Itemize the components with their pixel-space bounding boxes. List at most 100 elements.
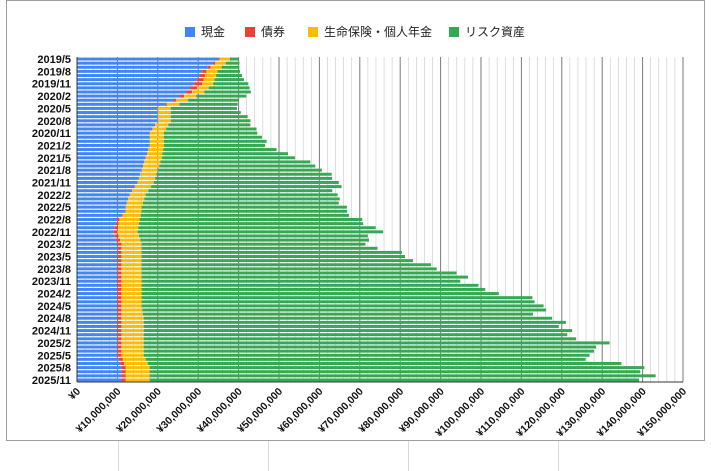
bond-bar xyxy=(117,353,122,357)
risk-asset-bar xyxy=(142,308,547,312)
bond-bar xyxy=(113,230,118,234)
y-tick-label: 2025/8 xyxy=(37,363,71,375)
legend-label: 債券 xyxy=(261,24,285,39)
y-tick-label: 2020/2 xyxy=(37,91,71,103)
cash-bar xyxy=(77,324,118,328)
cash-bar xyxy=(77,127,153,131)
risk-asset-bar xyxy=(145,193,338,197)
risk-asset-bar xyxy=(149,366,645,370)
risk-asset-bar xyxy=(142,201,339,205)
cash-bar xyxy=(77,180,138,184)
bond-bar xyxy=(117,275,122,279)
risk-asset-bar xyxy=(141,283,479,287)
insurance-bar xyxy=(121,292,142,296)
cash-bar xyxy=(77,275,118,279)
cash-bar xyxy=(77,316,118,320)
risk-asset-bar xyxy=(139,218,363,221)
insurance-bar xyxy=(121,259,142,263)
risk-asset-bar xyxy=(157,168,322,172)
risk-asset-bar xyxy=(141,271,457,275)
x-tick-label: ¥0 xyxy=(66,386,83,403)
insurance-bar xyxy=(121,250,142,254)
bond-bar xyxy=(121,378,126,382)
cash-bar xyxy=(77,255,118,259)
risk-asset-bar xyxy=(163,135,263,139)
cash-bar xyxy=(77,222,117,226)
cash-bar xyxy=(77,102,166,106)
y-tick-label: 2023/2 xyxy=(37,239,71,251)
cash-bar xyxy=(77,74,200,77)
insurance-bar xyxy=(117,230,138,234)
risk-asset-bar xyxy=(208,86,250,90)
sheet-row-strip xyxy=(0,441,711,471)
risk-asset-bar xyxy=(141,255,405,259)
insurance-bar xyxy=(121,341,144,345)
cash-bar xyxy=(77,65,208,69)
risk-asset-bar xyxy=(149,370,641,374)
risk-asset-bar xyxy=(143,333,568,337)
risk-asset-bar xyxy=(141,300,535,304)
cash-bar xyxy=(77,123,156,127)
insurance-bar xyxy=(184,94,197,98)
risk-asset-bar xyxy=(143,316,553,320)
insurance-bar xyxy=(121,246,142,250)
bond-bar xyxy=(121,370,126,374)
insurance-bar xyxy=(118,226,139,230)
risk-asset-bar xyxy=(138,222,364,226)
insurance-bar xyxy=(148,148,164,152)
legend-label: リスク資産 xyxy=(465,24,525,39)
y-tick-label: 2021/2 xyxy=(37,140,71,152)
risk-asset-bar xyxy=(141,267,437,271)
sheet-cell xyxy=(268,441,409,471)
stacked-bar-chart: 現金 債券 生命保険・個人年金 リスク資産 2019/52019/82019/1120… xyxy=(32,24,689,440)
insurance-bar xyxy=(121,333,144,337)
insurance-bar xyxy=(120,238,141,242)
cash-bar xyxy=(77,366,122,370)
insurance-bar xyxy=(149,131,164,135)
risk-asset-bar xyxy=(159,164,316,168)
sheet-cell xyxy=(0,441,119,471)
insurance-bar xyxy=(144,160,161,164)
bond-bar xyxy=(117,271,122,275)
legend: 現金 債券 生命保険・個人年金 リスク資産 xyxy=(185,24,525,39)
cash-bar xyxy=(77,205,126,209)
risk-asset-bar xyxy=(141,292,499,296)
cash-bar xyxy=(77,378,122,382)
insurance-bar xyxy=(121,316,144,320)
risk-asset-bar xyxy=(188,98,239,102)
y-tick-label: 2022/8 xyxy=(37,215,71,227)
bond-bar xyxy=(117,304,122,308)
insurance-bar xyxy=(204,74,217,77)
cash-bar xyxy=(77,176,139,180)
risk-asset-bar xyxy=(229,57,239,61)
risk-asset-bar xyxy=(179,102,238,106)
cash-bar xyxy=(77,98,174,102)
sheet-cell xyxy=(118,441,269,471)
bond-bar xyxy=(117,283,122,287)
insurance-bar xyxy=(121,242,142,246)
insurance-bar xyxy=(121,345,144,349)
insurance-bar xyxy=(197,86,209,90)
insurance-bar xyxy=(118,222,139,226)
y-tick-label: 2022/11 xyxy=(32,227,71,239)
insurance-bar xyxy=(125,205,142,209)
cash-bar xyxy=(77,337,118,341)
risk-asset-bar xyxy=(149,378,640,382)
insurance-bar xyxy=(124,362,148,365)
insurance-bar xyxy=(125,378,150,382)
bond-bar xyxy=(114,234,119,238)
cash-bar xyxy=(77,57,219,61)
bond-bar xyxy=(117,263,122,267)
bond-bar xyxy=(165,102,167,106)
cash-bar xyxy=(77,106,158,110)
bond-bar xyxy=(121,213,123,217)
y-tick-label: 2021/11 xyxy=(32,177,71,189)
cash-bar xyxy=(77,156,146,160)
risk-asset-bar xyxy=(217,69,240,73)
risk-asset-bar xyxy=(137,230,384,234)
insurance-bar xyxy=(121,275,142,279)
cash-bar xyxy=(77,304,118,308)
y-tick-label: 2019/5 xyxy=(37,54,71,66)
insurance-bar xyxy=(145,156,162,160)
risk-asset-bar xyxy=(204,90,251,94)
